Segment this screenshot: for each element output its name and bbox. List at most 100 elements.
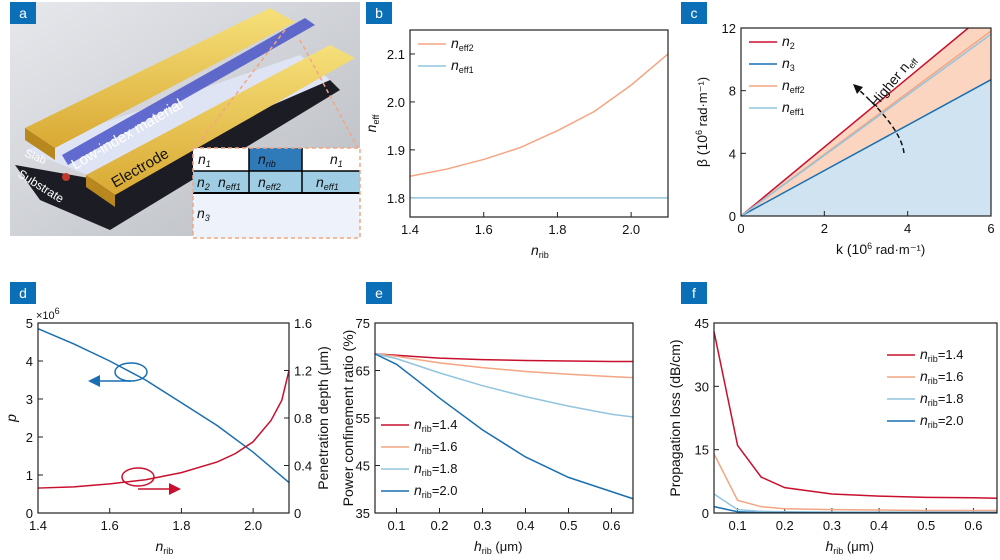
x-axis-label: nrib [156,538,174,556]
y-tick-label: 1 [26,468,33,483]
y-tick-label: 0 [729,209,736,224]
x-tick-label: 2 [821,221,828,236]
y-tick-label: 0 [26,506,33,521]
annotation-label: Higher neff [866,51,920,111]
y-right-tick-label: 0.8 [294,411,312,426]
x-tick-label: 0.2 [430,518,448,533]
x-axis-label: nrib [531,242,549,260]
y-tick-label: 4 [729,146,736,161]
chart-c: 0 2 4 6 0 4 8 12 n2 n3 neff2 neff1 k (106 rad·m⁻¹) β … [694,21,995,257]
area-guided-region [741,28,991,216]
y-tick-label: 45 [695,316,709,331]
x-tick-label: 2.0 [622,222,640,237]
index-table-inset [192,147,361,239]
device-illustration: Low-index material Electrode Slab Substr… [10,2,361,239]
series-line-2 [713,493,997,513]
plot-frame [740,27,992,217]
panel-label-f: f [681,282,707,304]
arrowhead-right [169,483,181,495]
inset-label-nrib: nrib [258,151,276,169]
y-tick-label: 75 [356,316,370,331]
panel-label-c: c [681,2,707,24]
legend-label: nrib=1.6 [414,438,457,456]
series-line-3 [713,505,997,514]
y-axis-label: p [3,414,19,423]
plot-frame [37,322,290,514]
inset-label-n1: n1 [198,151,211,169]
x-axis-label: hrib (μm) [474,538,522,556]
inset-label-n2: n2 [197,174,210,192]
x-tick-label: 2.0 [244,518,262,533]
legend-label: neff1 [782,99,805,117]
y-right-tick-label: 0.4 [294,459,312,474]
y-tick-label: 5 [26,316,33,331]
x-tick-label: 0.2 [776,518,794,533]
chart-f: 0.1 0.2 0.3 0.4 0.5 0.6 0 15 30 45 nrib=1.4 nrib=1.… [667,316,998,556]
series-line-3 [740,33,992,217]
legend-label: nrib=1.4 [414,416,457,434]
panel-label-b: b [366,2,392,24]
y-tick-label: 4 [26,354,33,369]
x-tick-label: 1.6 [101,518,119,533]
series-line-2 [740,30,992,217]
x-tick-label: 0.4 [516,518,534,533]
legend-label: neff2 [451,35,474,53]
legend-label: nrib=2.0 [920,412,963,430]
legend-label: nrib=1.8 [414,460,457,478]
legend-label: neff2 [782,77,805,95]
arrowhead-left [88,375,100,387]
chart-d: 1.4 1.6 1.8 2.0 0 1 2 3 4 5 0 0.4 0.8 1.2 1.6 nrib p Pene… [3,306,331,556]
series-line-1 [374,353,634,379]
x-tick-label: 0.1 [729,518,747,533]
legend-label: nrib=2.0 [414,482,457,500]
x-tick-label: 0.6 [602,518,620,533]
legend-label: neff1 [451,57,474,75]
series-line-3 [374,353,634,500]
y-axis-label: Propagation loss (dB/cm) [667,339,683,496]
x-tick-label: 1.4 [29,518,47,533]
series-line-1 [713,453,997,512]
series-line-2 [374,353,634,418]
inset-label-n1: n1 [330,151,343,169]
series-line-0 [374,353,633,363]
plot-frame [374,322,634,514]
x-axis-label: k (106 rad·m⁻¹) [836,241,925,257]
legend-label: n2 [782,33,795,51]
panel-label-e: e [366,282,392,304]
low-index-rib [62,18,315,165]
x-tick-label: 0.5 [917,518,935,533]
chart-e: 0.1 0.2 0.3 0.4 0.5 0.6 35 45 55 65 75 nrib=1.4 nrib… [340,316,634,556]
y-tick-label: 8 [729,84,736,99]
y-tick-label: 35 [356,506,370,521]
ellipse-marker-left [114,362,148,382]
y-tick-label: 0 [702,506,709,521]
x-tick-label: 0 [737,221,744,236]
panel-label-d: d [10,282,36,304]
y-tick-label: 3 [26,392,33,407]
legend-label: n3 [782,55,795,73]
electrode-left-side [25,128,55,160]
series-line-1 [740,79,992,217]
electrode-right-side [86,175,115,207]
x-tick-label: 0.1 [387,518,405,533]
x-axis-label: hrib (μm) [826,538,874,556]
y-tick-label: 30 [695,379,709,394]
y-right-axis-label: Penetration depth (μm) [315,346,331,489]
x-tick-label: 1.8 [548,222,566,237]
x-tick-label: 0.5 [559,518,577,533]
y-tick-label: 55 [356,411,370,426]
series-line-0 [409,53,669,177]
inset-label-neff1: neff1 [218,174,241,192]
electrode-left [25,8,295,148]
y-tick-label: 2.1 [387,47,405,62]
y-multiplier: ×106 [36,306,60,322]
y-tick-label: 65 [356,364,370,379]
area-below-n3 [741,79,991,216]
x-tick-label: 1.4 [401,222,419,237]
x-tick-label: 0.3 [823,518,841,533]
electrode-right [86,45,355,195]
y-tick-label: 12 [722,21,736,36]
y-right-tick-label: 0 [294,506,301,521]
x-tick-label: 1.6 [475,222,493,237]
